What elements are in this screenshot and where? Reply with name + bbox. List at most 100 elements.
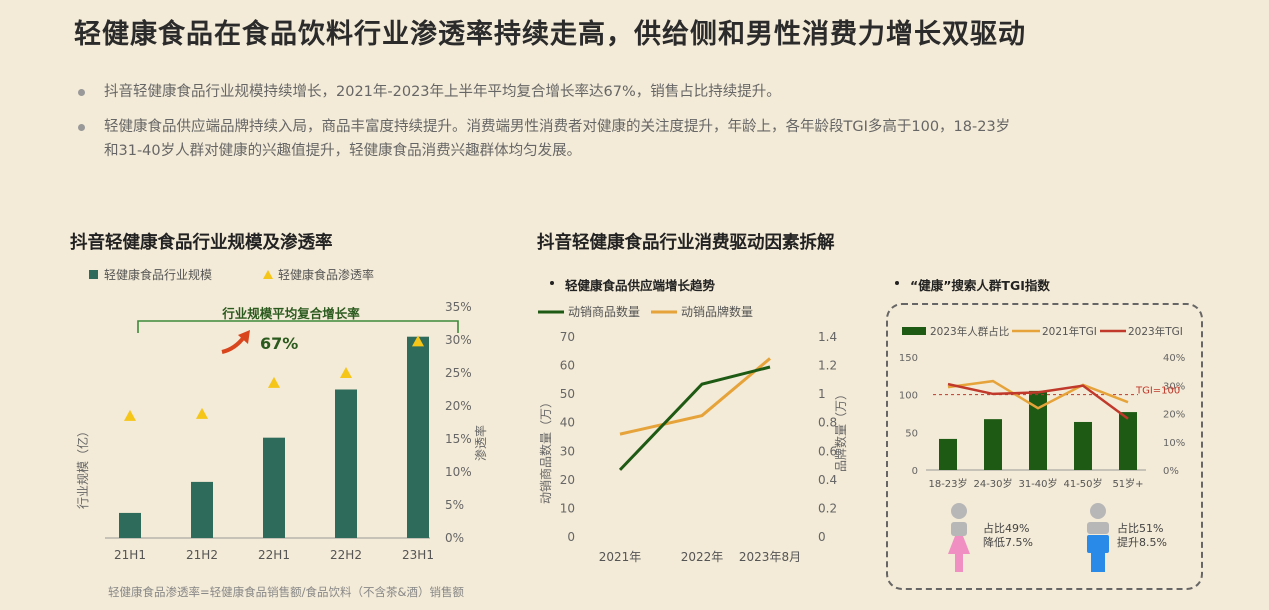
- y2-tick-label: 0.2: [818, 501, 837, 515]
- y2-tick-label: 10%: [445, 465, 472, 479]
- x-tick-label: 21H1: [114, 548, 146, 562]
- tgi-reference: TGI=100: [933, 386, 1180, 397]
- scale-bar: [119, 512, 141, 538]
- legend-bar-swatch: [89, 270, 98, 279]
- female-figure-icon: [948, 503, 970, 572]
- industry-scale-chart: 轻健康食品行业规模 轻健康食品渗透率 行业规模平均复合增长率 67% 行业规模（…: [75, 267, 488, 562]
- tgi-panel: [886, 303, 1203, 590]
- bullet-dot: [78, 89, 85, 96]
- legend-tri-swatch: [263, 270, 273, 279]
- male-stats: 占比51% 提升8.5%: [1117, 522, 1167, 550]
- x-tick-label: 22H2: [330, 548, 362, 562]
- y-tick-label: 20: [560, 473, 575, 487]
- legend: 动销商品数量 动销品牌数量: [538, 304, 753, 319]
- y-tick-label: 10: [560, 501, 575, 515]
- x-tick-label: 2021年: [599, 550, 642, 564]
- right-y-axis-label: 品牌数量（万）: [833, 388, 848, 472]
- left-y-ticks: 0 50 100 150: [899, 353, 918, 477]
- page-title: 轻健康食品在食品饮料行业渗透率持续走高，供给侧和男性消费力增长双驱动: [74, 19, 1026, 50]
- y-tick-label: 150: [899, 353, 918, 364]
- y2-tick-label: 10%: [1163, 438, 1185, 449]
- sub-title-text: “健康”搜索人群TGI指数: [910, 278, 1050, 293]
- male-figure-icon: [1087, 503, 1109, 572]
- y-tick-label: 30: [560, 444, 575, 458]
- legend-brands-label: 动销品牌数量: [681, 304, 753, 319]
- male-change: 提升8.5%: [1117, 536, 1167, 549]
- penetration-marker: [124, 409, 136, 421]
- x-tick-label: 2023年8月: [739, 550, 801, 564]
- share-bar: [1119, 412, 1137, 470]
- tgi-2021-line: [947, 379, 1129, 410]
- penetration-marker: [268, 376, 280, 388]
- bullet-text: 轻健康食品供应端品牌持续入局，商品丰富度持续提升。消费端男性消费者对健康的关注度…: [104, 119, 1011, 135]
- share-bar: [984, 419, 1002, 470]
- share-bars: [939, 390, 1137, 470]
- bullet-text: 和31-40岁人群对健康的兴趣值提升，轻健康食品消费兴趣群体均匀发展。: [104, 143, 582, 159]
- share-bar: [939, 438, 957, 470]
- penetration-marker: [340, 367, 352, 378]
- y2-tick-label: 15%: [445, 432, 472, 446]
- left-y-ticks: 0 10 20 30 40 50 60 70: [560, 330, 575, 544]
- y-tick-label: 0: [567, 530, 575, 544]
- x-ticks: 2021年 2022年 2023年8月: [599, 550, 801, 564]
- y2-tick-label: 20%: [1163, 410, 1185, 421]
- middle-section-title: 抖音轻健康食品行业消费驱动因素拆解: [537, 233, 835, 253]
- share-bar: [1029, 390, 1047, 470]
- legend: 轻健康食品行业规模 轻健康食品渗透率: [89, 267, 374, 282]
- supply-sub-title: 轻健康食品供应端增长趋势: [550, 275, 715, 294]
- bullet-1: 抖音轻健康食品行业规模持续增长，2021年-2023年上半年平均复合增长率达67…: [78, 80, 1204, 104]
- legend-tri-label: 轻健康食品渗透率: [278, 267, 374, 282]
- y2-tick-label: 0.4: [818, 473, 837, 487]
- cagr-label: 行业规模平均复合增长率: [221, 306, 360, 321]
- y2-tick-label: 0.8: [818, 416, 837, 430]
- right-y-ticks: 0% 5% 10% 15% 20% 25% 30% 35%: [445, 300, 472, 545]
- right-y-ticks: 0 0.2 0.4 0.6 0.8 1 1.2 1.4: [818, 330, 837, 544]
- penetration-markers: [124, 335, 424, 421]
- legend-tgi2021-label: 2021年TGI: [1042, 325, 1097, 338]
- y2-tick-label: 20%: [445, 399, 472, 413]
- legend-bar-label: 轻健康食品行业规模: [104, 267, 212, 282]
- legend-share-swatch: [902, 327, 926, 335]
- y-tick-label: 60: [560, 359, 575, 373]
- x-tick-label: 31-40岁: [1018, 477, 1057, 490]
- y2-tick-label: 30%: [1163, 381, 1185, 392]
- scale-bar: [191, 481, 213, 538]
- footnote: 轻健康食品渗透率=轻健康食品销售额/食品饮料（不含茶&酒）销售额: [108, 585, 464, 599]
- x-tick-label: 51岁+: [1112, 477, 1143, 490]
- sub-title-dot: [895, 281, 899, 285]
- legend-share-label: 2023年人群占比: [930, 325, 1009, 338]
- x-tick-label: 24-30岁: [973, 477, 1012, 490]
- tgi-sub-title: “健康”搜索人群TGI指数: [895, 275, 1050, 294]
- tgi-2023-line: [947, 382, 1129, 420]
- y2-tick-label: 25%: [445, 366, 472, 380]
- sub-title-dot: [550, 281, 554, 285]
- y2-tick-label: 0%: [445, 531, 464, 545]
- penetration-marker: [196, 407, 208, 419]
- cagr-value: 67%: [260, 334, 298, 353]
- x-tick-label: 23H1: [402, 548, 434, 562]
- x-tick-label: 41-50岁: [1063, 477, 1102, 490]
- y2-tick-label: 30%: [445, 333, 472, 347]
- y-tick-label: 100: [899, 391, 918, 402]
- share-bar: [1074, 421, 1092, 470]
- y2-tick-label: 0: [818, 530, 826, 544]
- brands-line: [619, 357, 771, 436]
- y-tick-label: 70: [560, 330, 575, 344]
- x-tick-label: 2022年: [681, 550, 724, 564]
- products-line: [618, 365, 771, 471]
- legend: 2023年人群占比 2021年TGI 2023年TGI: [902, 325, 1183, 338]
- left-y-axis-label: 动销商品数量（万）: [538, 396, 553, 504]
- x-ticks: 21H1 21H2 22H1 22H2 23H1: [114, 548, 434, 562]
- penetration-marker: [412, 335, 424, 347]
- bullet-2: 轻健康食品供应端品牌持续入局，商品丰富度持续提升。消费端男性消费者对健康的关注度…: [78, 115, 1204, 139]
- x-tick-label: 22H1: [258, 548, 290, 562]
- bullet-text: 抖音轻健康食品行业规模持续增长，2021年-2023年上半年平均复合增长率达67…: [104, 84, 781, 100]
- y-tick-label: 50: [560, 387, 575, 401]
- right-y-axis-label: 渗透率: [473, 425, 488, 461]
- y-tick-label: 50: [905, 428, 918, 439]
- tgi-lines: [947, 379, 1129, 420]
- x-ticks: 18-23岁 24-30岁 31-40岁 41-50岁 51岁+: [928, 477, 1143, 490]
- x-tick-label: 21H2: [186, 548, 218, 562]
- female-share: 占比49%: [983, 522, 1030, 535]
- cagr-annotation: 行业规模平均复合增长率 67%: [137, 306, 459, 354]
